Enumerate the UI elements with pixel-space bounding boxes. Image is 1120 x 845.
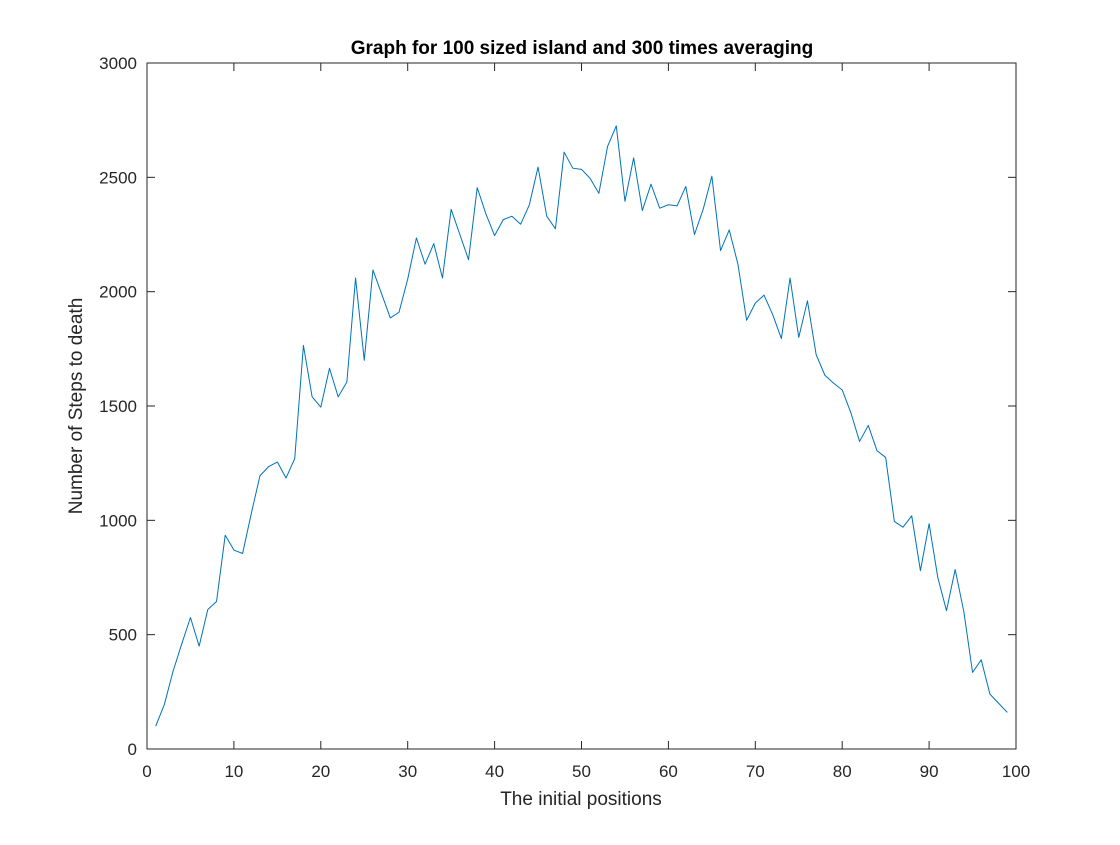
x-tick-label: 80 <box>833 762 852 781</box>
x-tick-label: 30 <box>398 762 417 781</box>
y-tick-label: 1500 <box>99 397 137 416</box>
x-tick-label: 100 <box>1002 762 1030 781</box>
y-tick-label: 1000 <box>99 511 137 530</box>
y-tick-label: 500 <box>109 626 137 645</box>
plot-area <box>147 63 1016 749</box>
x-tick-label: 10 <box>224 762 243 781</box>
x-tick-label: 50 <box>572 762 591 781</box>
x-axis-title: The initial positions <box>500 789 662 810</box>
chart-title: Graph for 100 sized island and 300 times… <box>351 38 814 59</box>
data-series-line <box>155 125 1008 727</box>
x-tick-label: 20 <box>311 762 330 781</box>
y-axis-title: Number of Steps to death <box>66 298 87 515</box>
x-tick-label: 70 <box>746 762 765 781</box>
x-tick-label: 60 <box>659 762 678 781</box>
y-tick-label: 2000 <box>99 283 137 302</box>
axes-box <box>146 62 1017 750</box>
ticks-layer: 0 10 20 30 40 50 60 70 80 90 100050010001500200025… <box>99 54 1030 781</box>
y-tick-label: 2500 <box>99 168 137 187</box>
y-tick-label: 3000 <box>99 54 137 73</box>
x-tick-label: 40 <box>485 762 504 781</box>
x-tick-label: 0 <box>142 762 151 781</box>
x-tick-label: 90 <box>920 762 939 781</box>
y-tick-label: 0 <box>128 740 137 759</box>
